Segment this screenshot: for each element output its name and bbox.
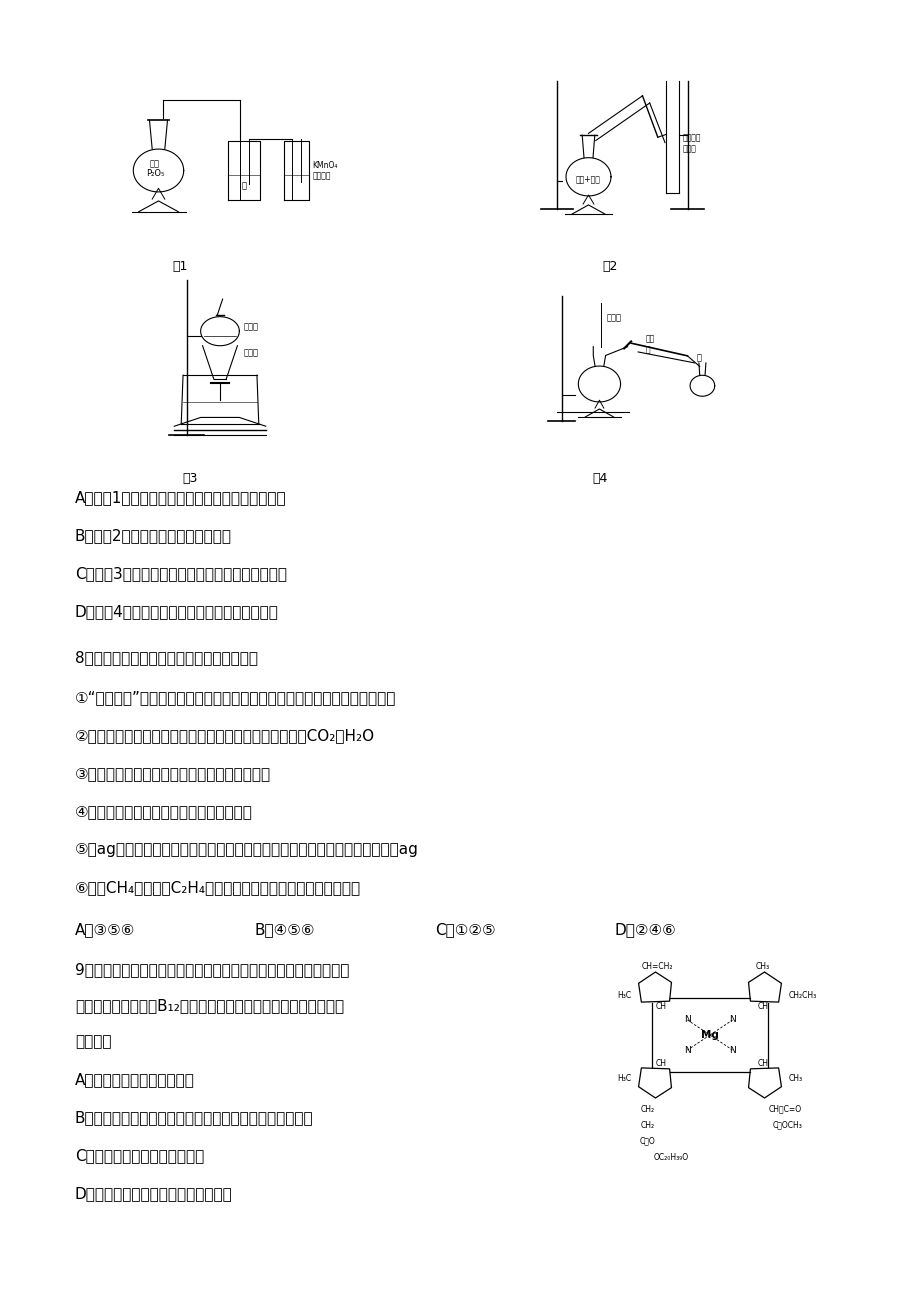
- Text: ⑤将ag铜丝灸烧成黑色后趁热插入乙醇中，铜丝变红，再次称量其质量仍等于ag: ⑤将ag铜丝灸烧成黑色后趁热插入乙醇中，铜丝变红，再次称量其质量仍等于ag: [75, 842, 418, 857]
- Text: ②汽油、柴油和植物油都是碳氢化合物，完全燃烧只生成CO₂和H₂O: ②汽油、柴油和植物油都是碳氢化合物，完全燃烧只生成CO₂和H₂O: [75, 728, 375, 743]
- Text: 图1: 图1: [172, 260, 187, 273]
- Text: ④淠粉和纤维素水解的最终产物都是葡萄糖: ④淠粉和纤维素水解的最终产物都是葡萄糖: [75, 805, 253, 819]
- Text: 乙醇
P₂O₅: 乙醇 P₂O₅: [145, 159, 164, 178]
- Text: D．用图4所示装置，回收萌取剂苯并获得单质碍: D．用图4所示装置，回收萌取剂苯并获得单质碍: [75, 604, 278, 618]
- Text: CH－C=O: CH－C=O: [767, 1104, 800, 1113]
- Text: H₃C: H₃C: [617, 1074, 630, 1083]
- Text: A．叶绹素属于高分子化合物: A．叶绹素属于高分子化合物: [75, 1072, 195, 1087]
- Text: B．④⑤⑥: B．④⑤⑥: [255, 922, 315, 937]
- Text: ①“乙醇汽油”是在汽油里加入适量乙醇而成的一种燃料，它是一种新型化合物: ①“乙醇汽油”是在汽油里加入适量乙醇而成的一种燃料，它是一种新型化合物: [75, 690, 396, 704]
- Text: 水: 水: [242, 181, 246, 190]
- Text: 乙酸+乙醇: 乙酸+乙醇: [575, 174, 600, 184]
- Text: 图2: 图2: [602, 260, 617, 273]
- Text: 素、血红素、维生素B₁₂等。叶绹素的结构如图。下列有关说法中: 素、血红素、维生素B₁₂等。叶绹素的结构如图。下列有关说法中: [75, 999, 344, 1013]
- Text: 水: 水: [696, 353, 700, 362]
- Text: KMnO₄
酸性溶液: KMnO₄ 酸性溶液: [312, 161, 337, 180]
- Text: C．①②⑤: C．①②⑤: [435, 922, 495, 937]
- Text: ③石油的分馏、燤的气化和液化都是物理变化。: ③石油的分馏、燤的气化和液化都是物理变化。: [75, 766, 271, 781]
- Text: D．叶绹素分子中含有两种类型的双键: D．叶绹素分子中含有两种类型的双键: [75, 1186, 233, 1200]
- Text: CH₃: CH₃: [754, 962, 769, 971]
- Text: N: N: [684, 1016, 690, 1025]
- Text: 稀硫酸: 稀硫酸: [244, 323, 258, 331]
- Text: H₃C: H₃C: [617, 991, 630, 1000]
- Text: CH=CH₂: CH=CH₂: [641, 962, 673, 971]
- Text: C．用图3所示装置，先放出硝基苯，再放出稀硫酸: C．用图3所示装置，先放出硝基苯，再放出稀硫酸: [75, 566, 287, 581]
- Text: B．用图2所示装置制取少量乙酸乙酯: B．用图2所示装置制取少量乙酸乙酯: [75, 529, 232, 543]
- Text: CH₃: CH₃: [789, 1074, 802, 1083]
- Text: C－O: C－O: [640, 1137, 655, 1146]
- Text: C－OCH₃: C－OCH₃: [772, 1121, 802, 1130]
- Text: CH₂: CH₂: [641, 1104, 654, 1113]
- Text: CH: CH: [655, 1059, 666, 1068]
- Text: 8．下列关于有机物的说法中，正确的一组是: 8．下列关于有机物的说法中，正确的一组是: [75, 650, 257, 665]
- Text: CH₂: CH₂: [641, 1121, 654, 1130]
- Text: C．叶绹素不属于芳香族化合物: C．叶绹素不属于芳香族化合物: [75, 1148, 204, 1163]
- Text: CH: CH: [756, 1003, 767, 1012]
- Text: N: N: [729, 1016, 735, 1025]
- Text: D．②④⑥: D．②④⑥: [614, 922, 676, 937]
- Text: ⑥除去CH₄中的少量C₂H₄，可将混合气体通过盛有渴水的洗气瓶: ⑥除去CH₄中的少量C₂H₄，可将混合气体通过盛有渴水的洗气瓶: [75, 880, 361, 894]
- Text: Mg: Mg: [700, 1030, 718, 1040]
- Text: 温度计: 温度计: [606, 314, 621, 322]
- Text: 萌取
液: 萌取 液: [644, 335, 653, 354]
- Text: A．用图1所示装置制取乙烯并验证乙烯的某些性质: A．用图1所示装置制取乙烯并验证乙烯的某些性质: [75, 490, 287, 505]
- Text: 图3: 图3: [182, 473, 198, 486]
- Text: A．③⑤⑥: A．③⑤⑥: [75, 922, 135, 937]
- Text: 图4: 图4: [592, 473, 607, 486]
- Text: 正确的是: 正确的是: [75, 1034, 111, 1049]
- Text: N: N: [729, 1046, 735, 1055]
- Text: N: N: [684, 1046, 690, 1055]
- Text: 9．我国科学工作者合成了许多结构复杂的天然有机化合物，如叶绿: 9．我国科学工作者合成了许多结构复杂的天然有机化合物，如叶绿: [75, 962, 349, 976]
- Text: OC₂₀H₃₉O: OC₂₀H₃₉O: [652, 1154, 688, 1163]
- Text: CH: CH: [655, 1003, 666, 1012]
- Text: 硝基苯: 硝基苯: [244, 349, 258, 358]
- Text: 饱和碳酸
钓溶液: 饱和碳酸 钓溶液: [682, 134, 701, 154]
- Text: CH₂CH₃: CH₂CH₃: [789, 991, 816, 1000]
- Text: CH: CH: [756, 1059, 767, 1068]
- Text: B．在一定条件下，叶绹素能发生加成、水解、酯化等反应: B．在一定条件下，叶绹素能发生加成、水解、酯化等反应: [75, 1111, 313, 1125]
